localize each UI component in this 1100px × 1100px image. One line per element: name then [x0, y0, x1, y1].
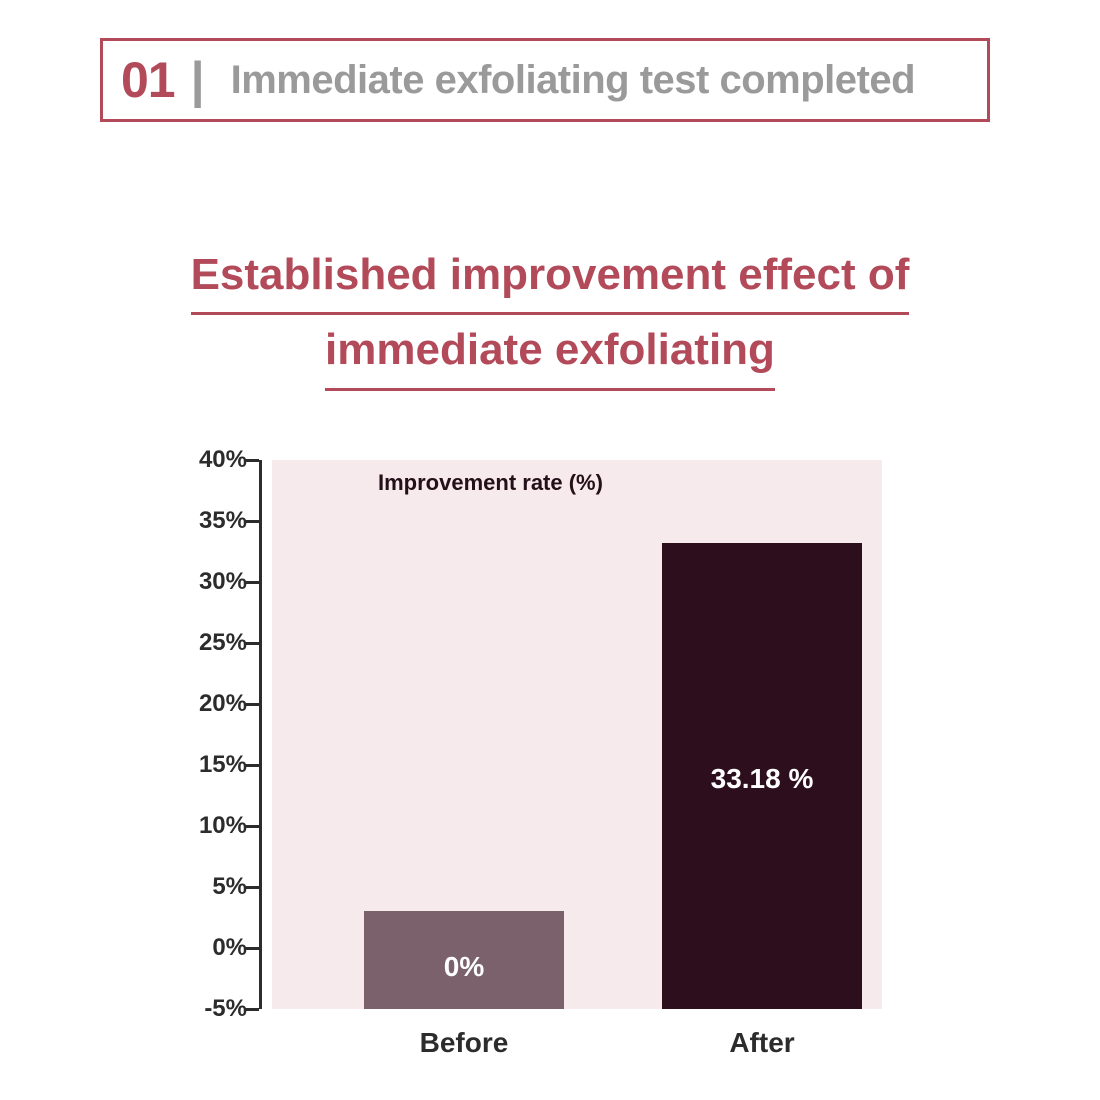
y-tick-label: 20%	[175, 690, 247, 718]
y-tick-label: 40%	[175, 446, 247, 474]
y-tick-mark	[244, 642, 259, 645]
y-tick-mark	[244, 825, 259, 828]
bar-value-label: 0%	[364, 951, 564, 983]
y-tick-mark	[244, 1008, 259, 1011]
y-tick-label: 10%	[175, 812, 247, 840]
y-tick-mark	[244, 947, 259, 950]
y-tick-label: 0%	[175, 934, 247, 962]
y-tick-label: 30%	[175, 568, 247, 596]
chart-subtitle: Established improvement effect of immedi…	[0, 240, 1100, 391]
chart-bar: 0%	[364, 911, 564, 1009]
y-tick-mark	[244, 886, 259, 889]
y-tick-label: -5%	[175, 995, 247, 1023]
y-tick-mark	[244, 581, 259, 584]
x-category-label: Before	[364, 1027, 564, 1059]
subtitle-line-2: immediate exfoliating	[325, 315, 775, 390]
y-tick-label: 35%	[175, 507, 247, 535]
plot-area: Improvement rate (%) 0% 33.18 %	[272, 460, 882, 1009]
chart-bar: 33.18 %	[662, 543, 862, 1009]
y-tick-label: 15%	[175, 751, 247, 779]
section-divider-pipe: |	[191, 51, 205, 109]
section-title: Immediate exfoliating test completed	[231, 58, 915, 103]
section-number: 01	[121, 51, 175, 109]
y-tick-mark	[244, 459, 259, 462]
y-tick-label: 5%	[175, 873, 247, 901]
subtitle-line-1: Established improvement effect of	[191, 240, 910, 315]
bar-value-label: 33.18 %	[662, 763, 862, 795]
chart-inner-title: Improvement rate (%)	[378, 470, 603, 496]
section-header: 01 | Immediate exfoliating test complete…	[100, 38, 990, 122]
y-tick-mark	[244, 520, 259, 523]
x-category-label: After	[662, 1027, 862, 1059]
y-tick-mark	[244, 703, 259, 706]
y-tick-label: 25%	[175, 629, 247, 657]
y-tick-mark	[244, 764, 259, 767]
bar-chart: Improvement rate (%) 0%33.18 % -5%0%5%10…	[175, 460, 895, 1009]
y-axis-line	[259, 460, 262, 1009]
